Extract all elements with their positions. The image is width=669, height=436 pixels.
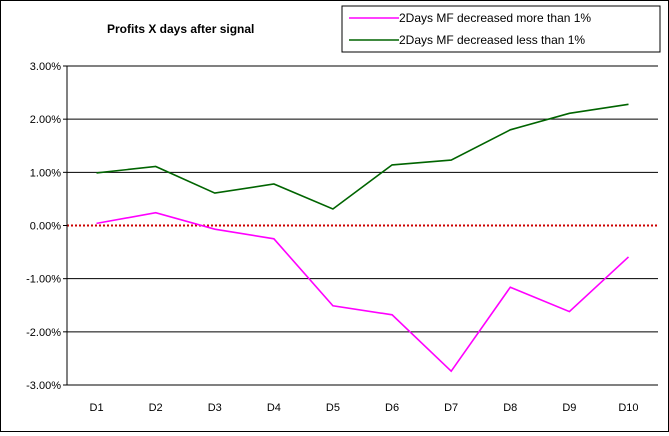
y-tick-label: 3.00% xyxy=(30,61,61,73)
x-tick-label: D4 xyxy=(267,402,281,414)
y-tick-label: 1.00% xyxy=(30,167,61,179)
series-layer xyxy=(96,103,630,373)
x-tick-label: D2 xyxy=(149,402,163,414)
x-tick-label: D6 xyxy=(385,402,399,414)
y-tick-label: 2.00% xyxy=(30,114,61,126)
y-tick-label: -1.00% xyxy=(26,274,61,286)
grid-layer xyxy=(66,65,658,386)
y-axis-ticks: 3.00% 2.00% 1.00% 0.00% -1.00% -2.00% -3.00% xyxy=(26,61,67,392)
x-tick-label: D10 xyxy=(618,402,638,414)
legend-label-series-2: 2Days MF decreased less than 1% xyxy=(399,33,585,47)
x-tick-label: D3 xyxy=(208,402,222,414)
y-tick-label: -3.00% xyxy=(26,380,61,392)
series-line-1 xyxy=(96,211,630,373)
y-tick-label: 0.00% xyxy=(30,221,61,233)
legend-box xyxy=(341,5,661,53)
x-tick-label: D1 xyxy=(90,402,104,414)
legend: 2Days MF decreased more than 1% 2Days MF… xyxy=(341,5,661,53)
x-tick-label: D5 xyxy=(326,402,340,414)
chart-title: Profits X days after signal xyxy=(107,22,254,36)
y-tick-label: -2.00% xyxy=(26,327,61,339)
series-line-2 xyxy=(96,103,629,210)
x-tick-label: D9 xyxy=(562,402,576,414)
x-tick-label: D8 xyxy=(503,402,517,414)
legend-label-series-1: 2Days MF decreased more than 1% xyxy=(399,11,591,25)
x-axis-ticks: D1 D2 D3 D4 D5 D6 D7 D8 D9 D10 xyxy=(90,402,639,414)
x-tick-label: D7 xyxy=(444,402,458,414)
